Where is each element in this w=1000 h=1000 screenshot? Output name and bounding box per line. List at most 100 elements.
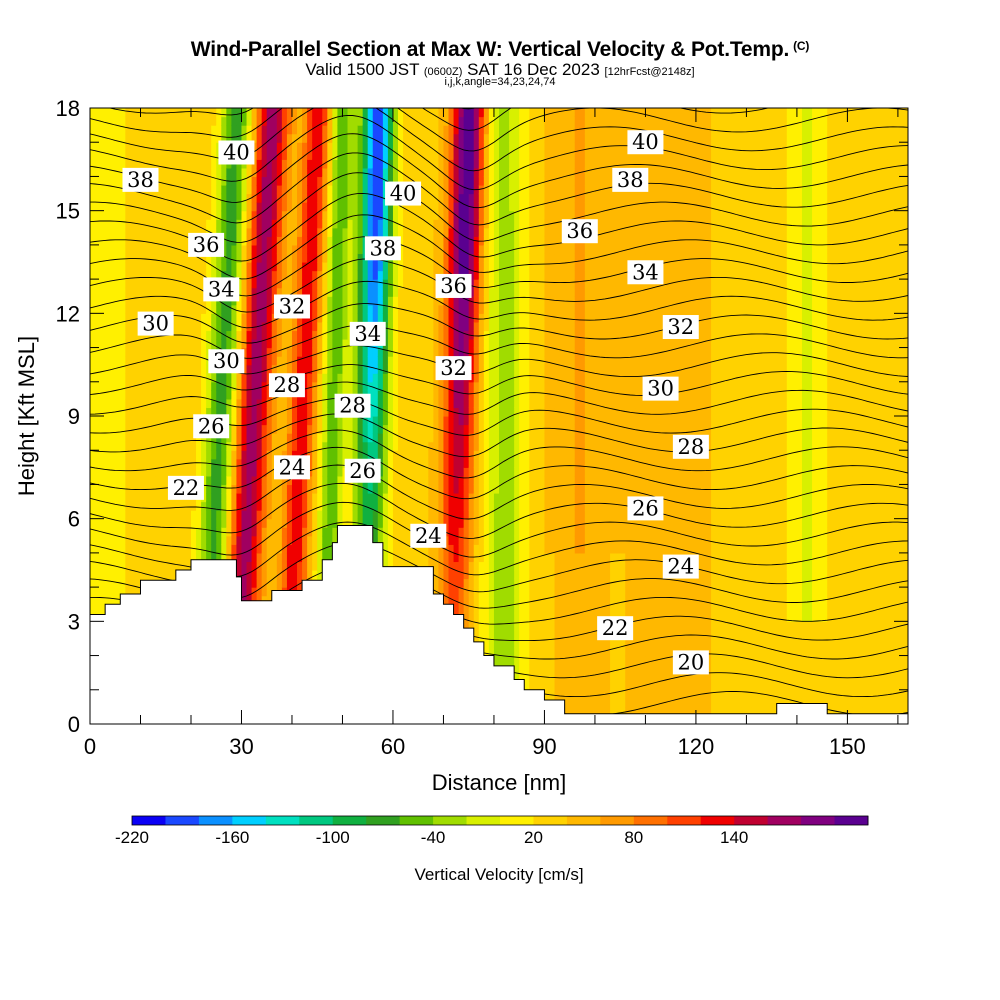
velocity-cell: [216, 493, 222, 503]
velocity-cell: [201, 441, 207, 451]
velocity-cell: [175, 552, 182, 563]
velocity-cell: [398, 475, 404, 486]
velocity-cell: [185, 467, 192, 477]
velocity-cell: [337, 339, 344, 349]
velocity-cell: [307, 347, 313, 357]
velocity-cell: [226, 253, 232, 263]
velocity-cell: [90, 552, 96, 563]
velocity-cell: [236, 552, 243, 563]
velocity-cell: [241, 219, 248, 229]
velocity-cell: [110, 570, 116, 580]
velocity-cell: [196, 390, 202, 400]
velocity-cell: [105, 578, 111, 588]
velocity-cell: [307, 484, 313, 494]
velocity-cell: [125, 373, 131, 383]
velocity-cell: [398, 142, 404, 152]
velocity-cell: [180, 116, 187, 126]
velocity-cell: [418, 253, 424, 263]
velocity-cell: [362, 313, 369, 323]
velocity-cell: [342, 185, 349, 195]
velocity-cell: [246, 296, 253, 306]
velocity-cell: [302, 159, 308, 169]
velocity-cell: [160, 381, 167, 391]
velocity-cell: [281, 398, 288, 409]
velocity-cell: [206, 398, 212, 409]
velocity-cell: [256, 253, 263, 263]
velocity-cell: [95, 441, 101, 451]
velocity-cell: [236, 330, 243, 340]
velocity-cell: [170, 262, 177, 272]
velocity-cell: [226, 167, 232, 178]
velocity-cell: [266, 253, 273, 263]
velocity-cell: [327, 262, 333, 272]
velocity-cell: [312, 364, 318, 374]
velocity-cell: [286, 253, 293, 263]
velocity-cell: [266, 108, 273, 118]
velocity-cell: [367, 493, 374, 503]
velocity-cell: [231, 467, 238, 477]
velocity-cell: [256, 219, 263, 229]
velocity-cell: [372, 501, 379, 511]
velocity-cell: [438, 552, 445, 563]
velocity-cell: [170, 510, 177, 520]
velocity-cell: [387, 150, 394, 160]
velocity-cell: [352, 433, 359, 443]
velocity-cell: [226, 116, 232, 126]
velocity-cell: [398, 450, 404, 460]
velocity-cell: [155, 133, 162, 143]
velocity-cell: [403, 133, 409, 143]
velocity-cell: [115, 116, 121, 126]
velocity-cell: [130, 441, 137, 451]
velocity-cell: [256, 167, 263, 178]
velocity-cell: [175, 458, 182, 468]
velocity-cell: [256, 510, 263, 520]
velocity-cell: [271, 407, 278, 417]
velocity-cell: [236, 475, 243, 486]
velocity-cell: [110, 330, 116, 340]
velocity-cell: [221, 202, 227, 212]
velocity-cell: [337, 133, 344, 143]
velocity-cell: [327, 244, 333, 255]
velocity-cell: [231, 510, 238, 520]
velocity-cell: [297, 407, 303, 417]
velocity-cell: [115, 227, 121, 237]
velocity-cell: [387, 484, 394, 494]
velocity-cell: [226, 407, 232, 417]
velocity-cell: [125, 535, 131, 545]
velocity-cell: [135, 159, 142, 169]
velocity-cell: [352, 424, 359, 434]
velocity-cell: [135, 279, 142, 289]
velocity-cell: [377, 364, 384, 374]
velocity-cell: [377, 193, 384, 203]
velocity-cell: [342, 510, 349, 520]
velocity-cell: [332, 381, 339, 391]
velocity-cell: [206, 501, 212, 511]
velocity-cell: [206, 313, 212, 323]
velocity-cell: [276, 347, 283, 357]
velocity-cell: [276, 244, 283, 255]
velocity-cell: [337, 381, 344, 391]
velocity-cell: [398, 219, 404, 229]
velocity-cell: [261, 570, 268, 580]
velocity-cell: [271, 433, 278, 443]
velocity-cell: [95, 424, 101, 434]
velocity-cell: [413, 159, 419, 169]
velocity-cell: [367, 167, 374, 178]
velocity-cell: [241, 133, 248, 143]
velocity-cell: [418, 561, 424, 571]
velocity-cell: [226, 373, 232, 383]
velocity-cell: [211, 142, 217, 152]
velocity-cell: [125, 381, 131, 391]
velocity-cell: [317, 544, 323, 554]
velocity-cell: [120, 244, 126, 255]
velocity-cell: [286, 518, 293, 528]
velocity-cell: [408, 313, 414, 323]
velocity-cell: [256, 347, 263, 357]
velocity-cell: [150, 493, 157, 503]
velocity-cell: [428, 339, 434, 349]
velocity-cell: [327, 133, 333, 143]
velocity-cell: [342, 296, 349, 306]
velocity-cell: [266, 185, 273, 195]
velocity-cell: [302, 219, 308, 229]
velocity-cell: [317, 287, 323, 297]
